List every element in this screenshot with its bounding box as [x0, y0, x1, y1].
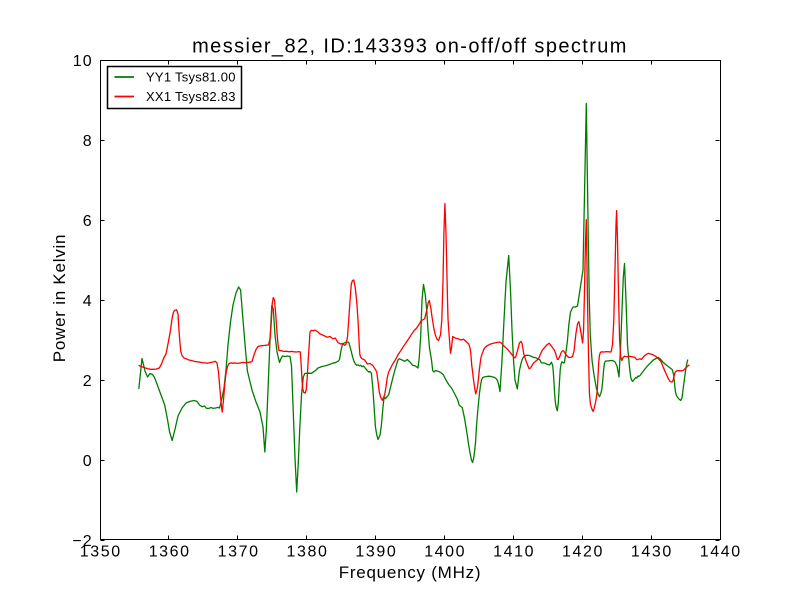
svg-text:8: 8 [83, 133, 93, 150]
svg-text:1430: 1430 [631, 544, 673, 561]
svg-text:YY1 Tsys81.00: YY1 Tsys81.00 [146, 70, 236, 85]
svg-text:messier_82, ID:143393 on-off/o: messier_82, ID:143393 on-off/off spectru… [192, 36, 628, 58]
svg-text:−2: −2 [72, 533, 92, 550]
svg-text:0: 0 [83, 453, 93, 470]
svg-text:1350: 1350 [80, 544, 122, 561]
svg-text:6: 6 [83, 213, 93, 230]
svg-text:1380: 1380 [287, 544, 329, 561]
svg-text:1360: 1360 [149, 544, 191, 561]
svg-text:2: 2 [83, 373, 93, 390]
svg-text:1440: 1440 [700, 544, 742, 561]
svg-text:1420: 1420 [562, 544, 604, 561]
svg-text:10: 10 [73, 53, 93, 70]
svg-text:4: 4 [83, 293, 93, 310]
svg-text:1410: 1410 [493, 544, 535, 561]
svg-text:1400: 1400 [424, 544, 466, 561]
svg-text:XX1 Tsys82.83: XX1 Tsys82.83 [146, 89, 236, 104]
svg-text:1390: 1390 [355, 544, 397, 561]
svg-text:1370: 1370 [218, 544, 260, 561]
svg-text:Power in Kelvin: Power in Kelvin [50, 234, 69, 362]
svg-text:Frequency (MHz): Frequency (MHz) [339, 563, 482, 582]
